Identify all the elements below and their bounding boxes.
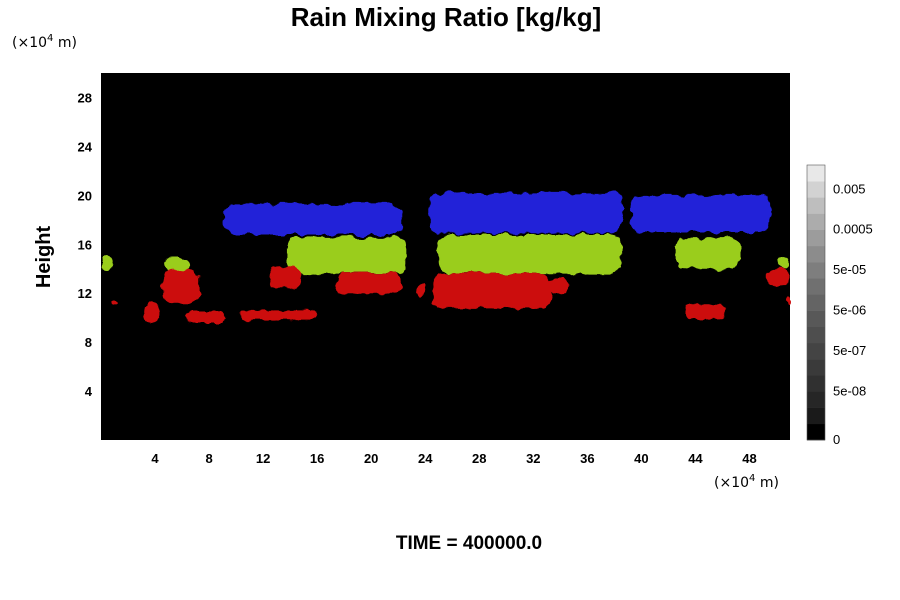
colorbar-swatch [807,391,825,408]
y-tick-label: 20 [78,188,92,203]
y-tick-label: 4 [85,384,93,399]
colorbar-label: 0.0005 [833,222,873,237]
colorbar-frame [806,164,826,441]
region-s2-11 [110,300,116,306]
colorbar-swatch [807,245,825,263]
colorbar-label: 5e-07 [833,343,866,358]
colorbar-swatch [807,342,825,360]
colorbar-swatch [807,262,825,279]
x-tick-label: 28 [472,451,486,466]
region-s2-9 [415,283,426,299]
colorbar-label: 5e-08 [833,383,866,398]
x-tick-label: 20 [364,451,378,466]
time-label: TIME = 400000.0 [396,533,542,554]
colorbar-swatch [807,165,825,182]
y-tick-label: 12 [78,286,92,301]
y-tick-label: 16 [78,237,92,252]
colorbar-swatch [807,375,825,392]
x-tick-label: 36 [580,451,594,466]
x-tick-label: 32 [526,451,540,466]
region-s2-0 [433,273,551,308]
colorbar-swatch [807,197,825,214]
colorbar-swatch [807,213,825,231]
region-s2-8 [765,268,790,286]
x-tick-label: 4 [151,451,159,466]
region-s0-2 [630,195,770,233]
region-s1-0 [287,236,407,274]
region-s2-2 [268,266,301,289]
region-s2-4 [240,310,315,321]
colorbar-swatch [807,229,825,247]
colorbar-swatch [807,423,825,441]
region-s0-1 [429,192,623,234]
y-axis-label: Height [33,226,55,289]
colorbar-swatch [807,181,825,198]
region-s2-10 [546,278,569,294]
colorbar-label: 5e-05 [833,262,866,277]
colorbar-swatch [807,294,825,311]
region-s2-3 [163,268,200,305]
region-s2-7 [684,304,727,319]
rain-regions [101,192,790,323]
y-tick-label: 8 [85,335,92,350]
region-s1-2 [675,238,741,269]
region-s2-5 [144,301,161,323]
colorbar-label: 0 [833,432,840,447]
region-s1-1 [438,234,622,274]
x-tick-label: 48 [742,451,756,466]
y-tick-label: 28 [78,90,92,105]
y-axis-unit: (×104 m) [12,33,77,51]
colorbar-label: 0.005 [833,181,866,196]
x-tick-label: 16 [310,451,324,466]
colorbar-swatch [807,407,825,425]
colorbar-label: 5e-06 [833,303,866,318]
y-axis-ticks: 4 8 12 16 20 24 28 [78,90,93,399]
region-s2-1 [334,273,403,294]
x-tick-label: 40 [634,451,648,466]
region-s2-6 [186,311,227,323]
colorbar-swatch [807,278,825,295]
colorbar-swatch [807,310,825,328]
x-tick-label: 8 [205,451,212,466]
region-s1-4 [101,256,114,269]
x-tick-label: 12 [256,451,270,466]
chart-title: Rain Mixing Ratio [kg/kg] [291,2,602,32]
colorbar-swatch [807,359,825,376]
colorbar-labels: 0 5e-08 5e-07 5e-06 5e-05 0.0005 0.005 [833,181,873,447]
y-tick-label: 24 [78,139,93,154]
colorbar [806,164,826,441]
region-s2-12 [785,296,790,303]
x-axis-ticks: 4 8 12 16 20 24 28 32 36 40 44 48 [151,451,756,466]
region-s0-0 [222,203,403,235]
x-axis-unit: (×104 m) [714,473,779,491]
x-tick-label: 44 [688,451,703,466]
x-tick-label: 24 [418,451,433,466]
region-s1-5 [777,256,790,269]
colorbar-swatch [807,326,825,344]
